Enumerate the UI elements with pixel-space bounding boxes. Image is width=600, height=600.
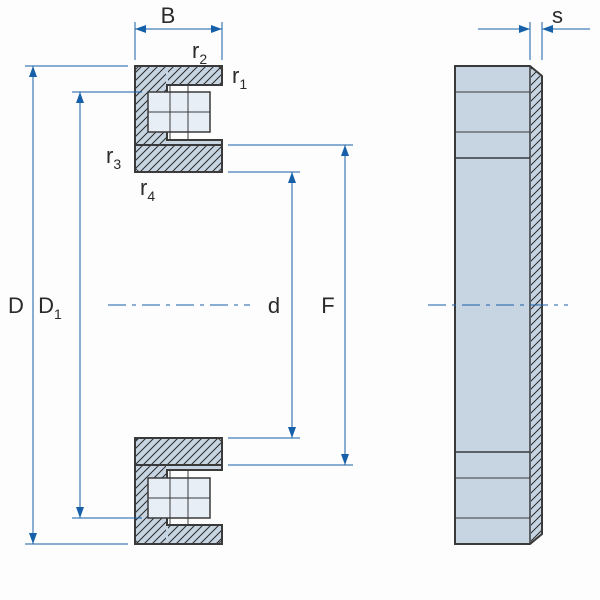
bearing-diagram: B s D D1 d F r1 r2 r3 r4 — [0, 0, 600, 600]
label-s: s — [552, 3, 563, 28]
label-B: B — [161, 3, 176, 28]
label-d: d — [268, 293, 280, 318]
label-F: F — [321, 293, 334, 318]
label-D: D — [8, 293, 24, 318]
